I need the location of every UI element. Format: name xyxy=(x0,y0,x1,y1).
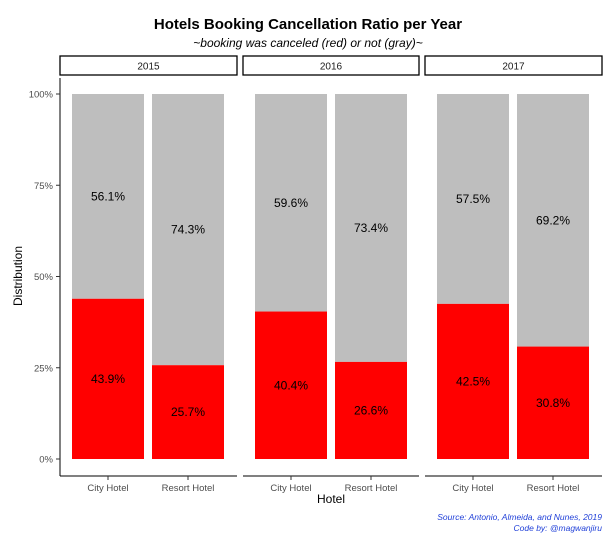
y-axis: 0% 25% 50% 75% 100% xyxy=(29,78,61,476)
bar-not-canceled xyxy=(152,94,224,366)
bar-canceled xyxy=(72,298,144,459)
bar-label-not-canceled: 59.6% xyxy=(274,196,308,210)
x-tick-label: City Hotel xyxy=(87,483,128,494)
caption-source: Source: Antonio, Almeida, and Nunes, 201… xyxy=(437,512,602,522)
facet-strip-label: 2017 xyxy=(502,62,525,73)
bar-label-canceled: 42.5% xyxy=(456,374,490,388)
bar-not-canceled xyxy=(255,94,327,312)
bar-label-not-canceled: 73.4% xyxy=(354,221,388,235)
y-axis-title: Distribution xyxy=(11,246,25,306)
x-tick-label: Resort Hotel xyxy=(345,483,398,494)
bar-label-canceled: 43.9% xyxy=(91,372,125,386)
caption-code-by: Code by: @magwanjiru xyxy=(514,523,603,533)
bar-label-not-canceled: 74.3% xyxy=(171,223,205,237)
x-tick-label: Resort Hotel xyxy=(162,483,215,494)
y-tick-label: 25% xyxy=(34,363,54,374)
facet-strip-label: 2016 xyxy=(320,62,343,73)
x-tick-label: City Hotel xyxy=(452,483,493,494)
y-tick-label: 100% xyxy=(29,90,54,101)
bar-not-canceled xyxy=(437,94,509,304)
bar-canceled xyxy=(437,303,509,459)
bar-canceled xyxy=(517,346,589,459)
bar-not-canceled xyxy=(72,94,144,299)
bar-not-canceled xyxy=(335,94,407,362)
facets-layer: 2015 56.1% 43.9% City Hotel 74.3% 25.7% Resort… xyxy=(59,55,603,494)
facet-panel-2015: 2015 56.1% 43.9% City Hotel 74.3% 25.7% Resort… xyxy=(59,55,238,494)
bar-label-canceled: 40.4% xyxy=(274,378,308,392)
bar-canceled xyxy=(335,361,407,459)
y-tick-label: 0% xyxy=(39,455,53,466)
bar-label-canceled: 30.8% xyxy=(536,396,570,410)
x-tick-label: City Hotel xyxy=(270,483,311,494)
bar-label-not-canceled: 56.1% xyxy=(91,189,125,203)
bar-label-not-canceled: 57.5% xyxy=(456,192,490,206)
facet-strip-label: 2015 xyxy=(137,62,160,73)
facet-panel-2016: 2016 59.6% 40.4% City Hotel 73.4% 26.6% Resort… xyxy=(242,55,420,494)
chart-subtitle: ~booking was canceled (red) or not (gray… xyxy=(193,36,422,50)
y-tick-label: 75% xyxy=(34,181,54,192)
bar-label-canceled: 26.6% xyxy=(354,403,388,417)
facet-strip xyxy=(424,55,603,76)
facet-strip xyxy=(242,55,420,76)
facet-strip xyxy=(59,55,238,76)
facet-panel-2017: 2017 57.5% 42.5% City Hotel 69.2% 30.8% Resort… xyxy=(424,55,603,494)
x-tick-label: Resort Hotel xyxy=(527,483,580,494)
bar-not-canceled xyxy=(517,94,589,347)
bar-label-canceled: 25.7% xyxy=(171,405,205,419)
bar-canceled xyxy=(255,311,327,459)
bar-canceled xyxy=(152,365,224,459)
chart-title: Hotels Booking Cancellation Ratio per Ye… xyxy=(154,16,462,33)
bar-label-not-canceled: 69.2% xyxy=(536,213,570,227)
y-tick-label: 50% xyxy=(34,272,54,283)
x-axis-title: Hotel xyxy=(317,492,345,506)
